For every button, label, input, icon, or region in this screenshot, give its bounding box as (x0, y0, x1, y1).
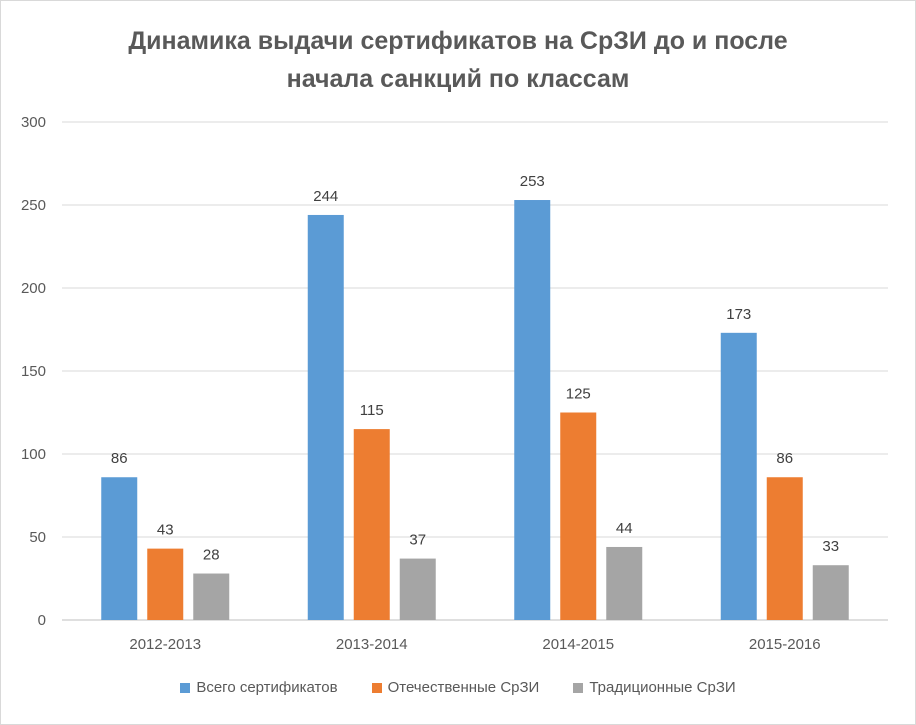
chart-legend: Всего сертификатов Отечественные СрЗИ Тр… (0, 679, 916, 696)
data-label: 125 (566, 386, 591, 403)
data-label: 37 (409, 532, 426, 549)
bar (147, 548, 184, 620)
y-tick-label: 250 (21, 197, 46, 214)
data-label: 86 (776, 450, 793, 467)
chart-title-line-2: начала санкций по классам (286, 65, 630, 93)
y-tick-label: 0 (38, 612, 46, 629)
bar (812, 565, 849, 620)
data-label: 173 (726, 306, 751, 323)
chart-title: Динамика выдачи сертификатов на СрЗИ до … (0, 22, 916, 98)
x-tick-label: 2012-2013 (129, 636, 201, 653)
data-label: 33 (822, 538, 839, 555)
data-label: 115 (360, 402, 384, 419)
chart-title-line-1: Динамика выдачи сертификатов на СрЗИ до … (128, 27, 788, 55)
data-label: 244 (313, 188, 338, 205)
y-tick-label: 200 (21, 280, 46, 297)
bar (101, 477, 138, 620)
x-tick-label: 2013-2014 (336, 636, 408, 653)
bar (193, 573, 230, 620)
bar (766, 477, 803, 620)
legend-item-traditional: Традиционные СрЗИ (573, 679, 736, 696)
bar (514, 200, 551, 620)
legend-swatch-domestic (371, 682, 382, 693)
x-tick-label: 2014-2015 (542, 636, 614, 653)
x-tick-label: 2015-2016 (749, 636, 821, 653)
data-label: 43 (157, 522, 174, 539)
y-tick-label: 300 (21, 114, 46, 131)
data-label: 28 (203, 547, 220, 564)
bar (606, 546, 643, 620)
bar (560, 412, 597, 620)
legend-label-domestic: Отечественные СрЗИ (387, 679, 540, 696)
y-tick-label: 50 (29, 529, 46, 546)
bar (399, 558, 436, 620)
data-label: 253 (520, 173, 545, 190)
y-tick-label: 150 (21, 363, 46, 380)
bar (353, 429, 390, 620)
bar (307, 214, 344, 620)
y-tick-label: 100 (21, 446, 46, 463)
data-label: 86 (111, 450, 128, 467)
legend-swatch-traditional (573, 682, 584, 693)
legend-label-total: Всего сертификатов (196, 679, 338, 696)
legend-swatch-total (180, 682, 191, 693)
bar (720, 332, 757, 620)
legend-item-total: Всего сертификатов (180, 679, 338, 696)
legend-label-traditional: Традиционные СрЗИ (589, 679, 736, 696)
data-label: 44 (616, 520, 633, 537)
legend-item-domestic: Отечественные СрЗИ (371, 679, 540, 696)
